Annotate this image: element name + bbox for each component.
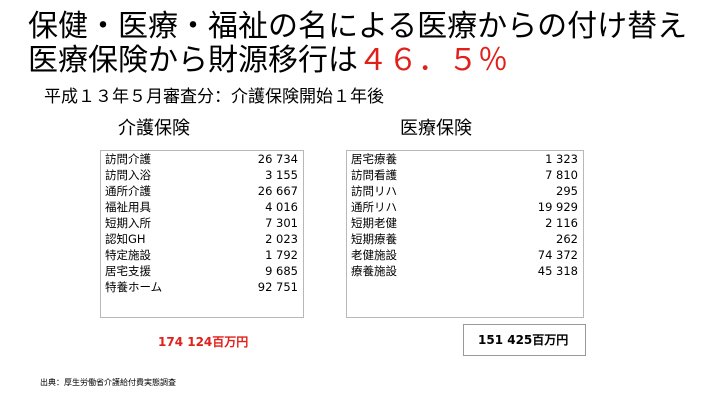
row-value: 2 023	[265, 232, 298, 246]
row-label: 特養ホーム	[105, 280, 163, 294]
subtitle: 平成１３年５月審査分：介護保険開始１年後	[44, 87, 384, 107]
table-row: 福祉用具 4 016	[101, 199, 303, 215]
iryo-total-box	[463, 324, 586, 356]
table-row: 訪問リハ 295	[347, 183, 583, 199]
kaigo-table: 訪問介護 26 734 訪問入浴 3 155 通所介護 26 667 福祉用具 4 016 短期…	[101, 151, 303, 295]
row-label: 通所介護	[105, 184, 151, 198]
table-row: 特養ホーム 92 751	[101, 279, 303, 295]
row-value: 26 667	[257, 184, 298, 198]
table-row: 老健施設 74 372	[347, 247, 583, 263]
row-label: 短期老健	[351, 216, 397, 230]
row-value: 19 929	[537, 200, 578, 214]
kaigo-table-box: 訪問介護 26 734 訪問入浴 3 155 通所介護 26 667 福祉用具 4 016 短期…	[100, 150, 304, 318]
row-label: 短期療養	[351, 232, 397, 246]
table-row: 訪問入浴 3 155	[101, 167, 303, 183]
row-label: 短期入所	[105, 216, 151, 230]
row-value: 9 685	[265, 264, 298, 278]
row-value: 7 301	[265, 216, 298, 230]
row-label: 通所リハ	[351, 200, 397, 214]
row-label: 訪問看護	[351, 168, 397, 182]
title-highlight-percent: ４６．５％	[358, 43, 508, 78]
table-row: 短期老健 2 116	[347, 215, 583, 231]
table-row: 短期入所 7 301	[101, 215, 303, 231]
table-row: 短期療養 262	[347, 231, 583, 247]
row-label: 訪問介護	[105, 152, 151, 166]
row-value: 74 372	[537, 248, 578, 262]
row-value: 7 810	[545, 168, 578, 182]
source-note: 出典：厚生労働省介護給付費実態調査	[40, 378, 176, 387]
row-value: 262	[556, 232, 578, 246]
row-label: 認知GH	[105, 232, 146, 246]
page-title: 保健・医療・福祉の名による医療からの付け替え 医療保険から財源移行は４６．５％	[28, 10, 687, 78]
iryo-heading: 医療保険	[400, 118, 472, 139]
table-row: 居宅支援 9 685	[101, 263, 303, 279]
table-row: 療養施設 45 318	[347, 263, 583, 279]
iryo-total: 151 425百万円	[478, 333, 569, 347]
row-label: 福祉用具	[105, 200, 151, 214]
table-row: 認知GH 2 023	[101, 231, 303, 247]
row-value: 2 116	[545, 216, 578, 230]
table-row: 特定施設 1 792	[101, 247, 303, 263]
table-row: 訪問介護 26 734	[101, 151, 303, 167]
table-row: 居宅療養 1 323	[347, 151, 583, 167]
table-row: 訪問看護 7 810	[347, 167, 583, 183]
title-line1: 保健・医療・福祉の名による医療からの付け替え	[28, 9, 688, 44]
row-label: 老健施設	[351, 248, 397, 262]
kaigo-total: 174 124百万円	[158, 335, 249, 349]
row-label: 訪問リハ	[351, 184, 397, 198]
table-row: 通所介護 26 667	[101, 183, 303, 199]
row-value: 1 323	[545, 152, 578, 166]
iryo-table-box: 居宅療養 1 323 訪問看護 7 810 訪問リハ 295 通所リハ 19 929 短期老健 2…	[346, 150, 584, 318]
row-value: 4 016	[265, 200, 298, 214]
row-label: 居宅療養	[351, 152, 397, 166]
row-value: 26 734	[257, 152, 298, 166]
row-value: 3 155	[265, 168, 298, 182]
row-value: 1 792	[265, 248, 298, 262]
row-value: 295	[556, 184, 578, 198]
row-value: 45 318	[537, 264, 578, 278]
row-label: 特定施設	[105, 248, 151, 262]
row-label: 訪問入浴	[105, 168, 151, 182]
iryo-table: 居宅療養 1 323 訪問看護 7 810 訪問リハ 295 通所リハ 19 929 短期老健 2…	[347, 151, 583, 279]
title-line2-prefix: 医療保険から財源移行は	[28, 43, 358, 78]
row-label: 療養施設	[351, 264, 397, 278]
row-label: 居宅支援	[105, 264, 151, 278]
kaigo-heading: 介護保険	[118, 118, 190, 139]
table-row: 通所リハ 19 929	[347, 199, 583, 215]
row-value: 92 751	[257, 280, 298, 294]
